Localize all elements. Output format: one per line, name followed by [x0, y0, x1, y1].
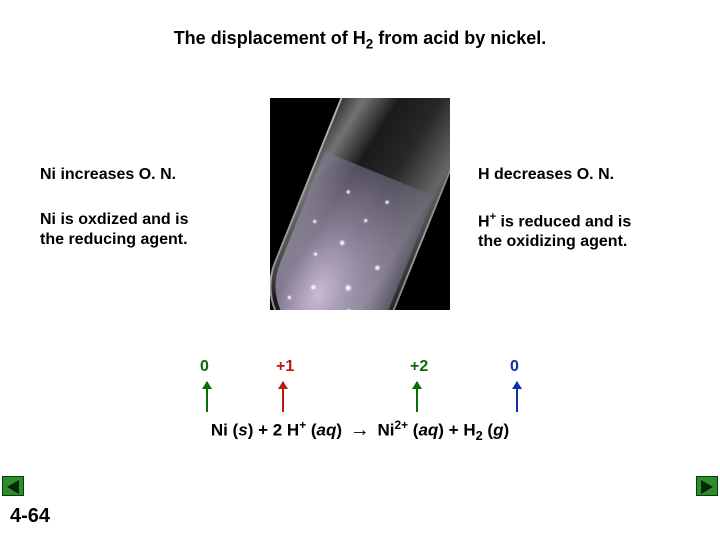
- arrow-right-icon: [696, 476, 718, 496]
- test-tube-image: [270, 98, 450, 310]
- right-note-2: H+ is reduced and is the oxidizing agent…: [478, 210, 631, 252]
- left-note-1: Ni increases O. N.: [40, 165, 176, 185]
- ox-ni-product: +2: [410, 358, 428, 376]
- ox-h-product: 0: [510, 358, 519, 376]
- reaction-arrow-icon: →: [347, 419, 373, 441]
- arrow-3: [416, 382, 418, 412]
- equation: Ni (s) + 2 H+ (aq) → Ni2+ (aq) + H2 (g): [0, 418, 720, 443]
- title-post: from acid by nickel.: [373, 28, 546, 48]
- arrow-left-icon: [2, 476, 24, 496]
- left-note-2b: the reducing agent.: [40, 231, 188, 248]
- right-note-1: H decreases O. N.: [478, 165, 614, 185]
- ox-h-reactant: +1: [276, 358, 294, 376]
- right-note-2a-pre: H: [478, 213, 490, 230]
- arrow-4: [516, 382, 518, 412]
- oxidation-numbers-row: 0 +1 +2 0: [0, 358, 720, 384]
- right-note-2a-post: is reduced and is: [496, 213, 631, 230]
- slide-title: The displacement of H2 from acid by nick…: [0, 28, 720, 52]
- slide-number: 4-64: [10, 505, 50, 528]
- ox-ni-reactant: 0: [200, 358, 209, 376]
- arrow-2: [282, 382, 284, 412]
- left-note-2: Ni is oxdized and is the reducing agent.: [40, 210, 188, 250]
- left-note-2a: Ni is oxdized and is: [40, 211, 188, 228]
- prev-slide-button[interactable]: [2, 476, 24, 496]
- test-tube: [270, 98, 450, 310]
- right-note-2b: the oxidizing agent.: [478, 233, 627, 250]
- next-slide-button[interactable]: [696, 476, 718, 496]
- arrow-1: [206, 382, 208, 412]
- arrow-row: [0, 382, 720, 420]
- title-pre: The displacement of H: [174, 28, 366, 48]
